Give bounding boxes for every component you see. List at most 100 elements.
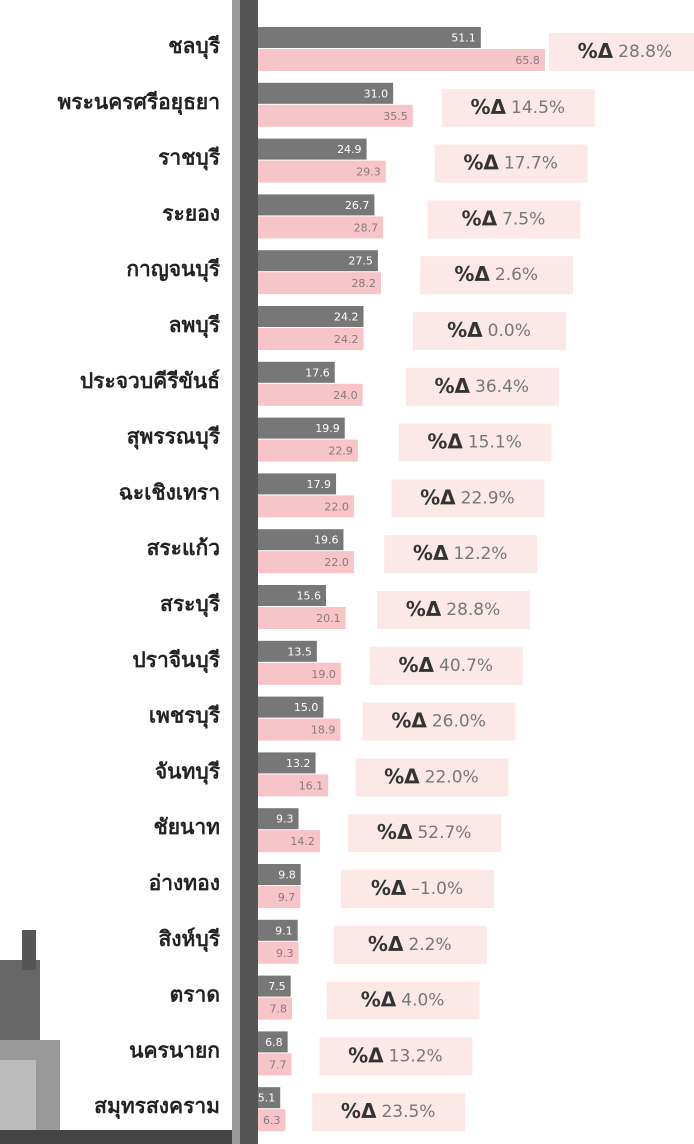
category-label: ประจวบคีรีขันธ์: [80, 369, 220, 393]
category-label: พระนครศรีอยุธยา: [57, 90, 220, 116]
bar-value-label: 24.0: [333, 389, 358, 402]
category-label: จันทบุรี: [155, 759, 221, 785]
bar-value-label: 29.3: [356, 166, 381, 179]
category-label: ชลบุรี: [168, 34, 220, 60]
change-prefix: %Δ: [384, 764, 420, 788]
bar-value-label: 65.8: [515, 54, 540, 67]
change-prefix: %Δ: [377, 820, 413, 844]
change-value: 7.5%: [502, 209, 545, 229]
change-prefix: %Δ: [391, 708, 427, 732]
change-value: 28.8%: [618, 42, 672, 62]
change-value: 22.0%: [425, 767, 479, 787]
change-text: %Δ13.2%: [348, 1043, 443, 1067]
change-prefix: %Δ: [435, 373, 471, 397]
bar-value-label: 35.5: [383, 110, 408, 123]
bar-value-label: 24.2: [334, 311, 359, 324]
change-value: 0.0%: [488, 321, 531, 341]
bar-value-label: 14.2: [290, 835, 315, 848]
bar: [258, 49, 545, 71]
bar-value-label: 9.1: [275, 924, 293, 937]
change-text: %Δ22.9%: [420, 485, 515, 509]
bar-value-label: 15.0: [294, 701, 319, 714]
category-label: ชัยนาท: [153, 815, 220, 839]
change-prefix: %Δ: [371, 876, 407, 900]
change-prefix: %Δ: [471, 94, 507, 118]
bar-value-label: 16.1: [299, 779, 324, 792]
bar-value-label: 6.3: [263, 1114, 281, 1127]
category-label: สระแก้ว: [147, 536, 220, 560]
category-label: สระบุรี: [160, 592, 221, 618]
change-value: 4.0%: [401, 991, 444, 1011]
category-label: ลพบุรี: [169, 313, 221, 339]
category-label: กาญจนบุรี: [126, 257, 220, 283]
bar-value-label: 7.8: [270, 1003, 288, 1016]
change-text: %Δ2.6%: [454, 262, 538, 286]
change-value: 28.8%: [446, 600, 500, 620]
change-value: 26.0%: [432, 712, 486, 732]
change-prefix: %Δ: [406, 597, 442, 621]
change-value: 12.2%: [453, 544, 507, 564]
change-text: %Δ26.0%: [391, 708, 486, 732]
bar-value-label: 17.9: [307, 478, 332, 491]
bar-value-label: 9.7: [278, 891, 296, 904]
bar-value-label: 15.6: [297, 590, 322, 603]
bar-value-label: 17.6: [305, 366, 330, 379]
change-prefix: %Δ: [462, 206, 498, 230]
bar-value-label: 9.3: [276, 947, 294, 960]
change-text: %Δ17.7%: [463, 150, 558, 174]
change-prefix: %Δ: [413, 541, 449, 565]
category-label: อ่างทอง: [149, 871, 220, 895]
bar-value-label: 6.8: [265, 1036, 283, 1049]
change-prefix: %Δ: [341, 1099, 377, 1123]
change-value: 14.5%: [511, 98, 565, 118]
change-prefix: %Δ: [420, 485, 456, 509]
bar-value-label: 5.1: [258, 1092, 276, 1105]
bar-value-label: 51.1: [451, 32, 476, 45]
change-prefix: %Δ: [368, 931, 404, 955]
bar-value-label: 7.5: [268, 980, 286, 993]
category-label: สุพรรณบุรี: [127, 425, 221, 451]
category-label: ปราจีนบุรี: [132, 648, 220, 674]
bar-value-label: 22.9: [328, 445, 353, 458]
change-value: 2.6%: [495, 265, 538, 285]
chart: ชลบุรี51.165.8%Δ28.8%พระนครศรีอยุธยา31.0…: [0, 0, 694, 1144]
axis-band: [232, 0, 258, 1144]
change-value: 23.5%: [381, 1102, 435, 1122]
change-value: 17.7%: [504, 154, 558, 174]
change-prefix: %Δ: [454, 262, 490, 286]
bar: [258, 27, 481, 48]
bar-value-label: 9.8: [278, 869, 296, 882]
change-prefix: %Δ: [361, 987, 397, 1011]
category-label: สิงห์บุรี: [158, 927, 220, 953]
change-text: %Δ–1.0%: [371, 876, 463, 900]
bar-value-label: 7.7: [269, 1058, 287, 1071]
bar-value-label: 22.0: [324, 500, 349, 513]
category-label: สมุทรสงคราม: [94, 1094, 220, 1120]
bar-value-label: 18.9: [311, 724, 336, 737]
category-label: เพชรบุรี: [149, 704, 221, 730]
category-label: ตราด: [170, 983, 220, 1007]
bar-value-label: 9.3: [276, 813, 294, 826]
change-prefix: %Δ: [578, 39, 614, 63]
change-value: 15.1%: [468, 433, 522, 453]
change-text: %Δ12.2%: [413, 541, 508, 565]
change-prefix: %Δ: [427, 429, 463, 453]
change-value: –1.0%: [411, 879, 463, 899]
change-value: 52.7%: [417, 823, 471, 843]
category-label: นครนายก: [129, 1038, 220, 1062]
bar-value-label: 27.5: [348, 255, 373, 268]
category-label: ราชบุรี: [158, 146, 221, 172]
bar-value-label: 28.2: [351, 277, 376, 290]
change-text: %Δ28.8%: [406, 597, 501, 621]
category-label: ฉะเชิงเทรา: [119, 480, 220, 504]
bar-value-label: 19.6: [314, 534, 339, 547]
change-text: %Δ36.4%: [435, 373, 530, 397]
change-prefix: %Δ: [399, 652, 435, 676]
